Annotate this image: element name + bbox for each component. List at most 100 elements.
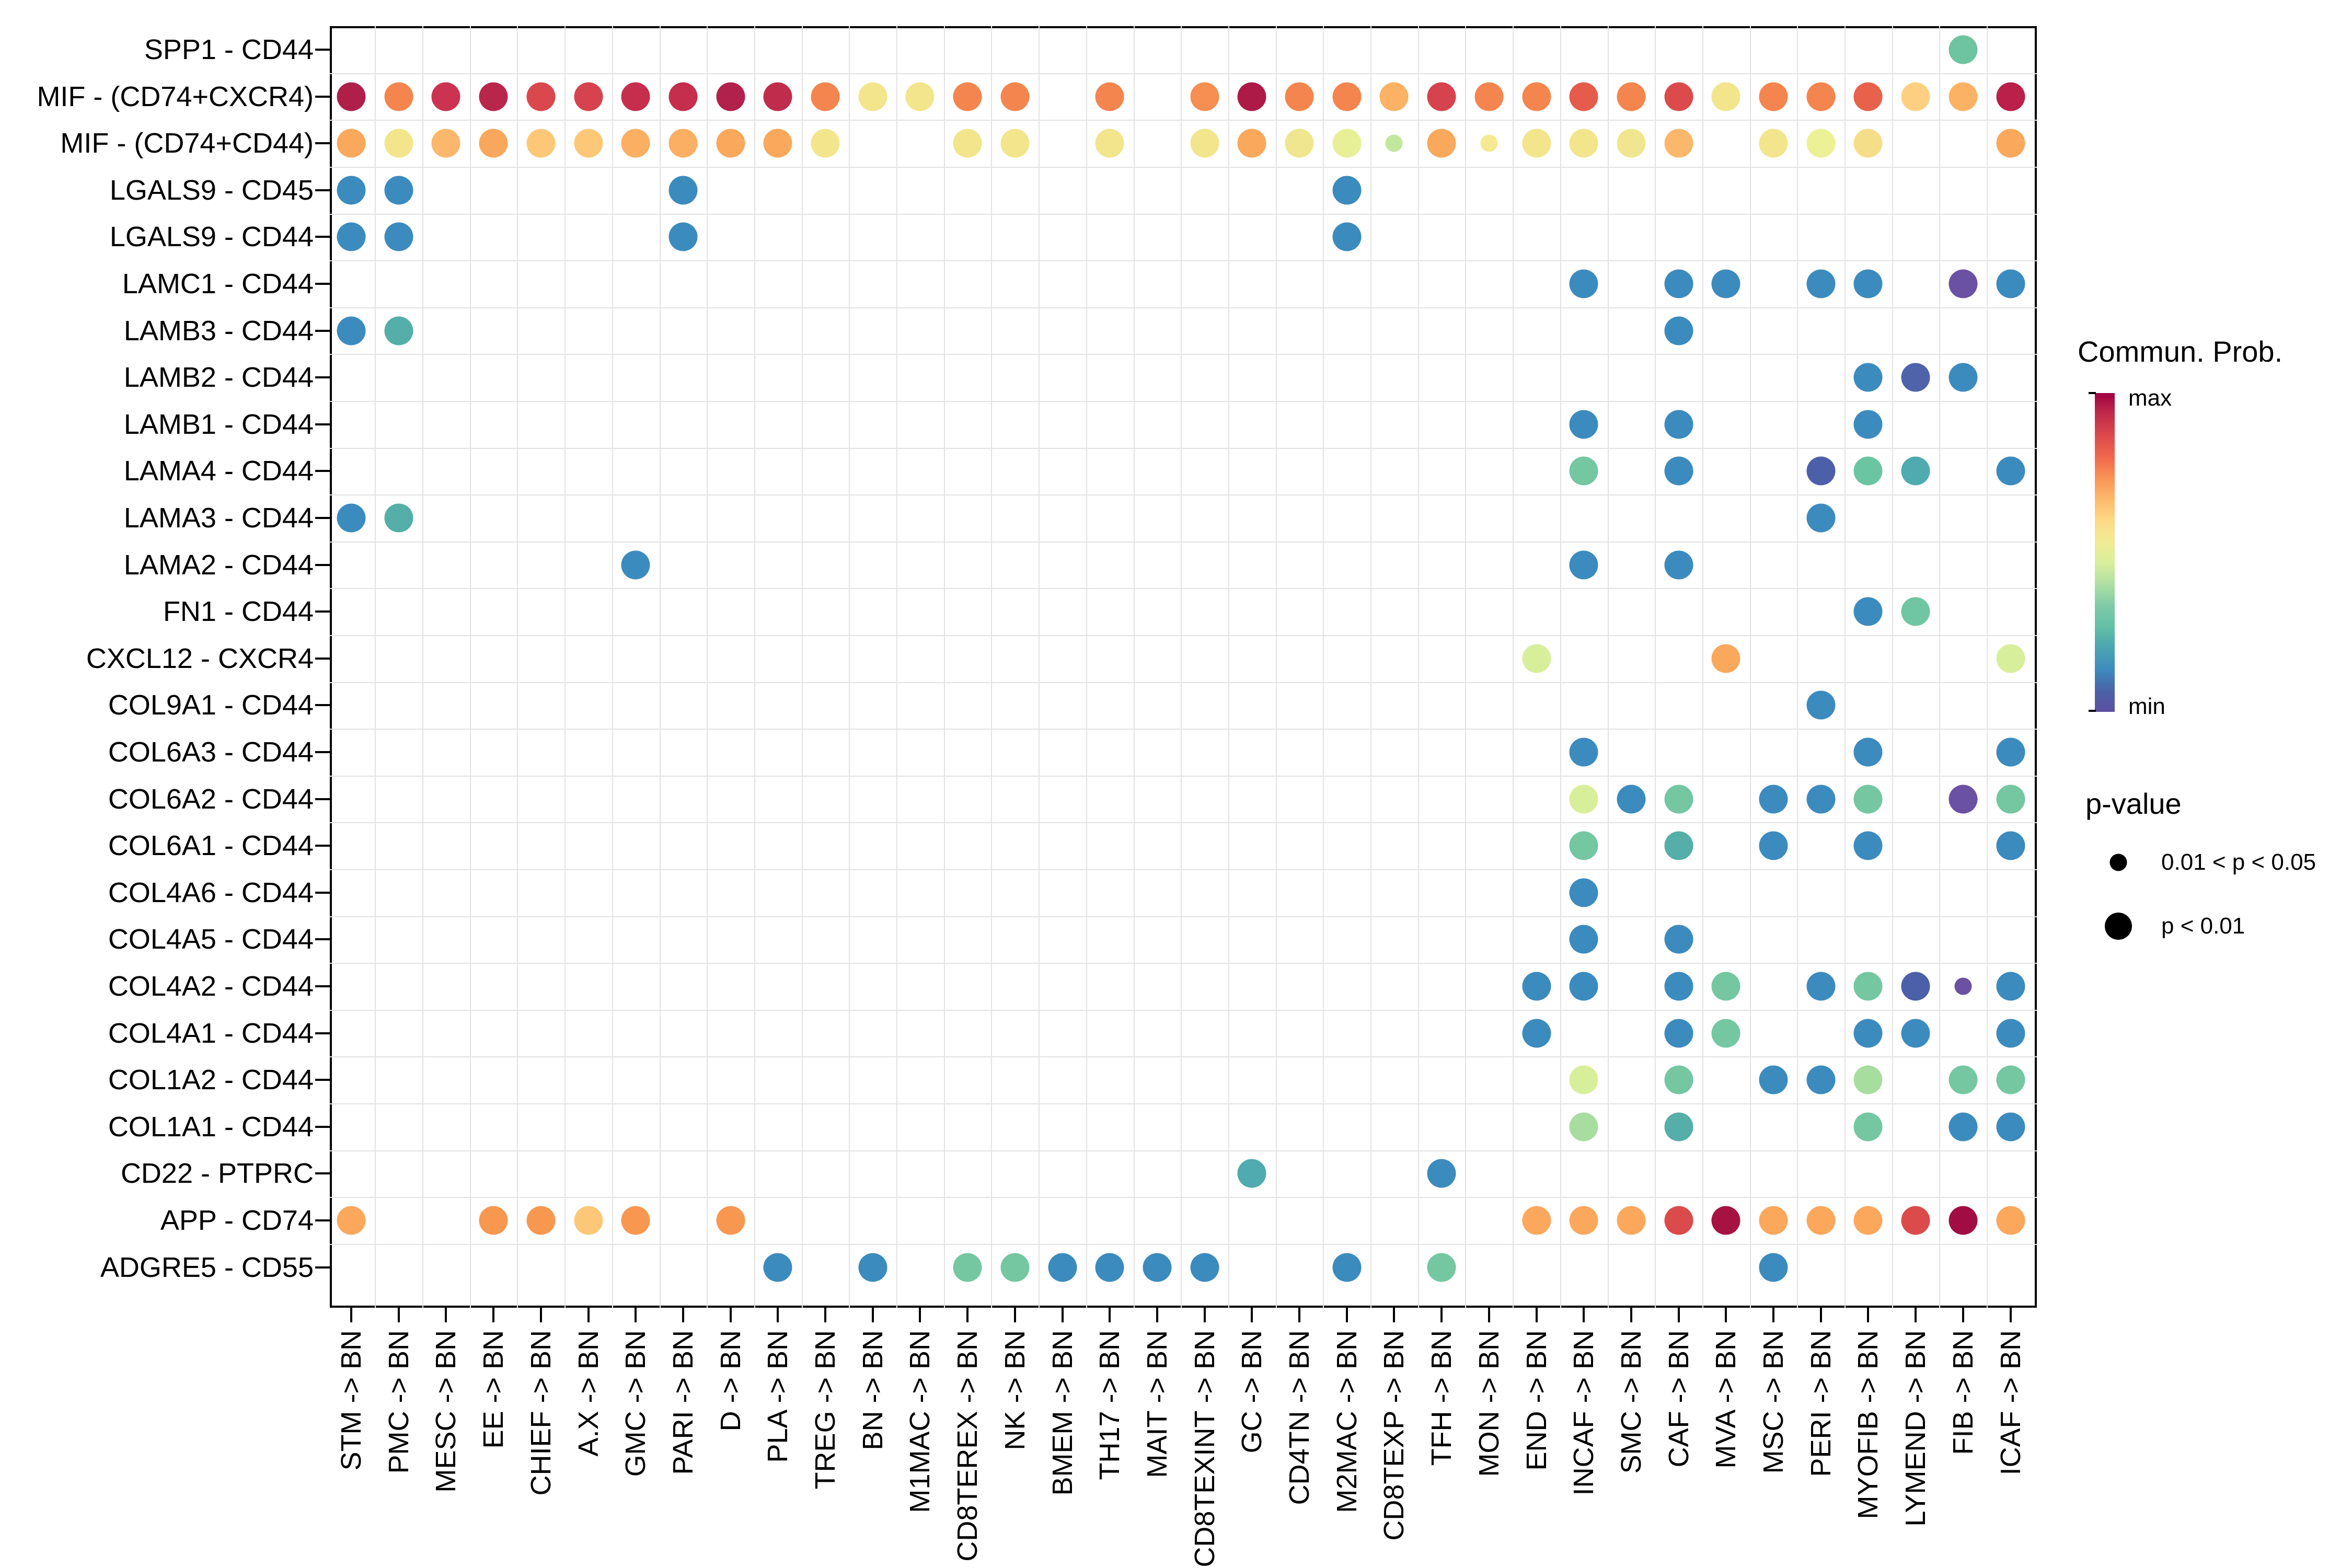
y-axis-label: MIF - (CD74+CD44)	[60, 128, 314, 159]
data-dot	[1522, 644, 1551, 673]
x-axis-tick	[1772, 1308, 1774, 1322]
data-dot	[763, 82, 792, 111]
y-axis-label: COL4A6 - CD44	[108, 877, 314, 908]
gridline-horizontal	[330, 354, 2037, 355]
data-dot	[621, 129, 650, 158]
data-dot	[811, 82, 840, 111]
y-axis-tick	[315, 1125, 330, 1128]
y-axis-label: COL4A5 - CD44	[108, 924, 314, 955]
y-axis-tick	[315, 470, 330, 472]
gridline-vertical	[849, 26, 850, 1308]
x-axis-label: PERI -> BN	[1805, 1330, 1837, 1477]
y-axis-tick	[315, 985, 330, 987]
data-dot	[337, 1206, 366, 1235]
x-axis-label: GC -> BN	[1236, 1330, 1268, 1454]
x-axis-tick	[682, 1308, 684, 1322]
data-dot	[1806, 82, 1836, 111]
data-dot	[1664, 316, 1693, 345]
data-dot	[1711, 269, 1740, 298]
data-dot	[1949, 1112, 1978, 1142]
x-axis-tick	[1156, 1308, 1158, 1322]
data-dot	[1853, 737, 1883, 767]
data-dot	[1427, 1159, 1456, 1188]
data-dot	[1711, 644, 1740, 673]
gridline-horizontal	[330, 1009, 2037, 1011]
x-axis-label: TH17 -> BN	[1094, 1330, 1126, 1480]
data-dot	[479, 1206, 508, 1235]
data-dot	[1379, 82, 1409, 111]
y-axis-tick	[315, 1032, 330, 1034]
data-dot	[1385, 134, 1403, 152]
data-dot	[1853, 410, 1883, 439]
data-dot	[1853, 269, 1883, 298]
gridline-horizontal	[330, 120, 2037, 121]
gridline-vertical	[1749, 26, 1751, 1308]
x-axis-label: FIB -> BN	[1947, 1330, 1979, 1455]
data-dot	[431, 129, 460, 158]
gridline-horizontal	[330, 260, 2037, 262]
y-axis-label: CXCL12 - CXCR4	[86, 642, 314, 674]
gridline-vertical	[659, 26, 661, 1308]
data-dot	[1806, 785, 1836, 814]
data-dot	[1569, 785, 1598, 814]
y-axis-label: LAMC1 - CD44	[122, 268, 314, 299]
data-dot	[1806, 1206, 1836, 1235]
x-axis-tick	[777, 1308, 779, 1322]
data-dot	[1664, 1112, 1693, 1142]
y-axis-tick	[315, 563, 330, 566]
gridline-vertical	[1655, 26, 1656, 1308]
data-dot	[1853, 972, 1883, 1001]
x-axis-label: PLA -> BN	[762, 1330, 794, 1463]
gridline-horizontal	[330, 401, 2037, 402]
data-dot	[763, 1253, 792, 1282]
data-dot	[1996, 1065, 2025, 1094]
gridline-vertical	[991, 26, 993, 1308]
pvalue-legend-title: p-value	[2085, 787, 2182, 820]
data-dot	[1522, 1206, 1551, 1235]
y-axis-tick	[315, 845, 330, 847]
data-dot	[1664, 410, 1693, 439]
x-axis-label: CD8TEXINT -> BN	[1189, 1330, 1220, 1567]
data-dot	[621, 550, 650, 580]
data-dot	[1901, 456, 1930, 486]
data-dot	[1949, 35, 1978, 64]
data-dot	[479, 82, 508, 111]
x-axis-label: BMEM -> BN	[1046, 1330, 1078, 1496]
x-axis-tick	[1109, 1308, 1111, 1322]
x-axis-label: A.X -> BN	[572, 1330, 604, 1457]
data-dot	[858, 82, 887, 111]
gridline-vertical	[1844, 26, 1846, 1308]
y-axis-label: SPP1 - CD44	[144, 34, 314, 65]
data-dot	[337, 176, 366, 205]
gridline-vertical	[1939, 26, 1941, 1308]
data-dot	[1853, 82, 1883, 111]
x-axis-label: M1MAC -> BN	[904, 1330, 936, 1513]
gridline-vertical	[422, 26, 424, 1308]
x-axis-tick	[1440, 1308, 1443, 1322]
x-axis-tick	[492, 1308, 495, 1322]
data-dot	[905, 82, 935, 111]
data-dot	[1664, 550, 1693, 580]
data-dot	[1569, 550, 1598, 580]
y-axis-tick	[315, 376, 330, 379]
y-axis-label: LAMA2 - CD44	[123, 549, 314, 581]
gridline-vertical	[1086, 26, 1087, 1308]
color-legend-title: Commun. Prob.	[2078, 335, 2283, 368]
x-axis-tick	[1393, 1308, 1396, 1322]
data-dot	[1711, 1019, 1740, 1048]
data-dot	[1949, 785, 1978, 814]
data-dot	[1000, 1253, 1030, 1282]
pvalue-large-dot	[2105, 913, 2132, 940]
x-axis-tick	[824, 1308, 826, 1322]
data-dot	[526, 82, 556, 111]
x-axis-label: MON -> BN	[1473, 1330, 1505, 1477]
gridline-horizontal	[330, 167, 2037, 168]
data-dot	[1949, 269, 1978, 298]
x-axis-tick	[1915, 1308, 1917, 1322]
data-dot	[1569, 129, 1598, 158]
x-axis-tick	[1725, 1308, 1727, 1322]
y-axis-tick	[315, 891, 330, 894]
data-dot	[1996, 129, 2025, 158]
gridline-horizontal	[330, 869, 2037, 870]
x-axis-tick	[1298, 1308, 1300, 1322]
